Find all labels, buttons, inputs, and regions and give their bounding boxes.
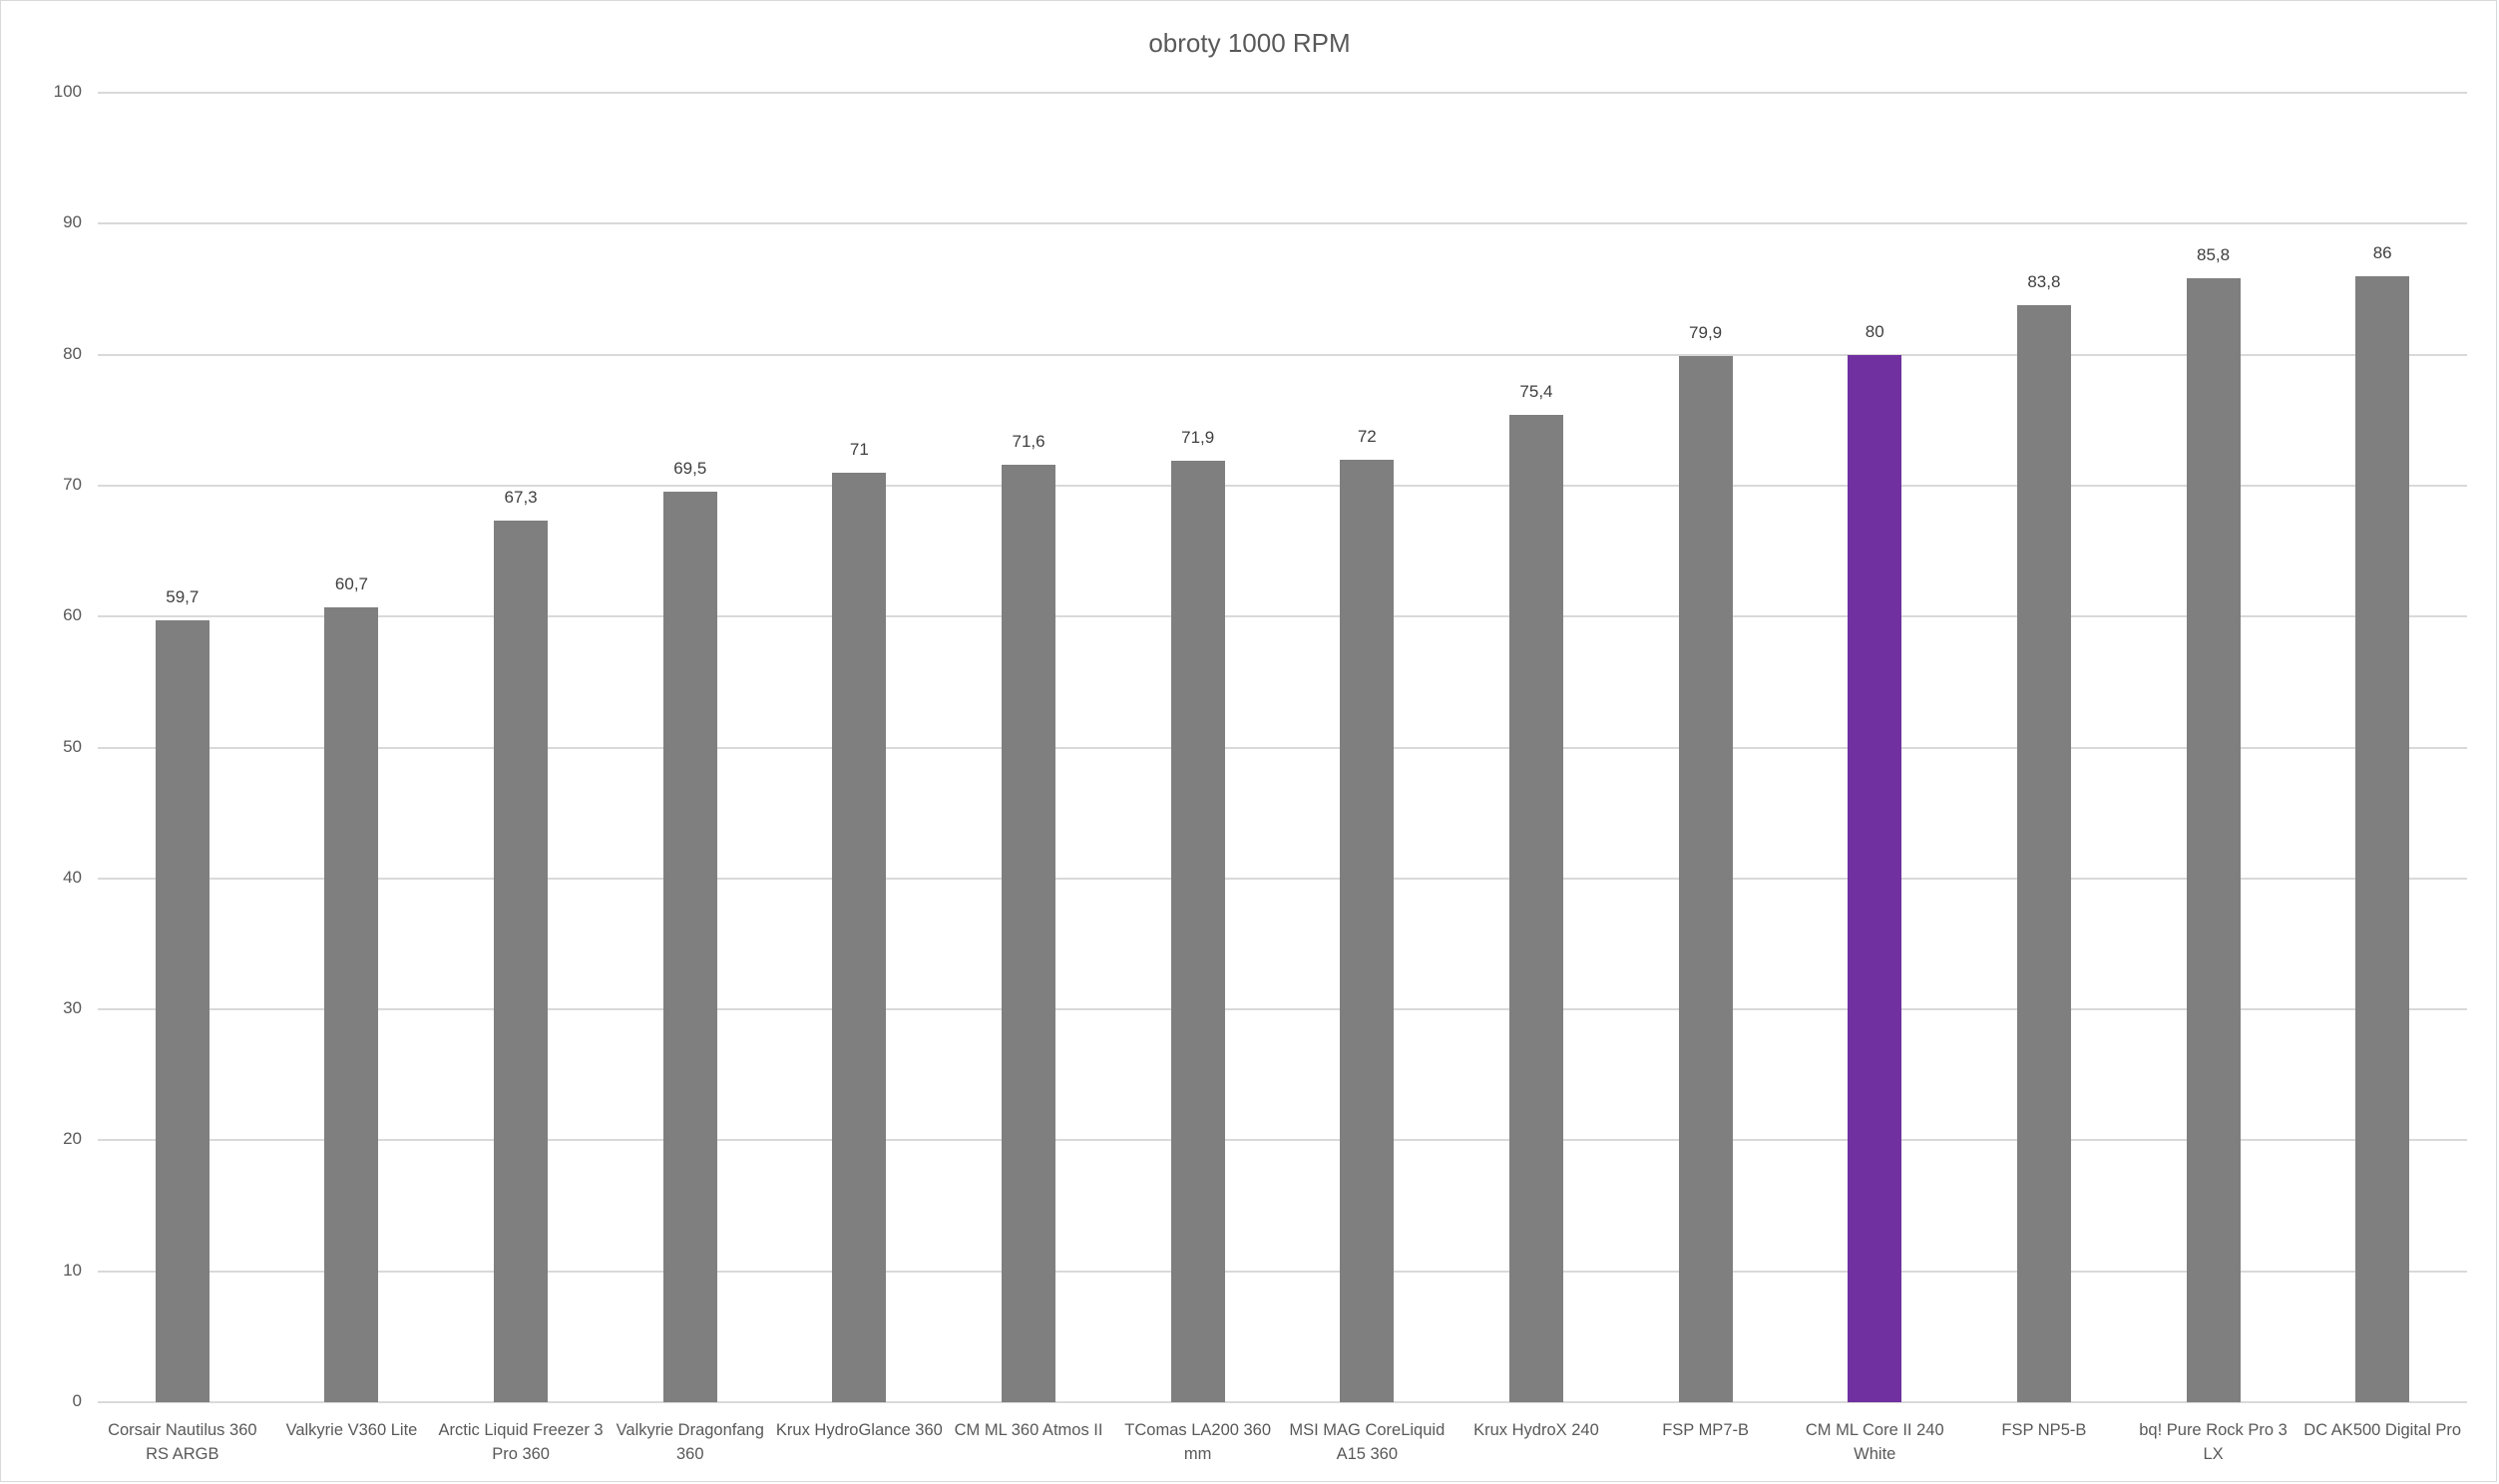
- y-tick-label: 20: [63, 1129, 82, 1149]
- bar-highlighted: [1848, 354, 1902, 1402]
- x-tick-label: bq! Pure Rock Pro 3 LX: [2139, 1421, 2288, 1463]
- x-tick-label: CM ML Core II 240 White: [1805, 1421, 1944, 1463]
- bar: [494, 521, 549, 1402]
- data-label: 72: [1357, 426, 1377, 446]
- data-label: 83,8: [2027, 271, 2061, 291]
- x-tick-label: Valkyrie Dragonfang 360: [616, 1421, 764, 1463]
- data-label: 60,7: [334, 574, 368, 593]
- y-tick-label: 30: [63, 998, 82, 1018]
- bar: [662, 492, 717, 1402]
- data-label: 67,3: [504, 488, 538, 508]
- gridline: [98, 1008, 2467, 1011]
- data-label: 71: [849, 439, 869, 459]
- gridline: [98, 1139, 2467, 1142]
- y-tick-label: 10: [63, 1260, 82, 1280]
- y-tick-label: 50: [63, 736, 82, 756]
- x-tick-label: TComas LA200 360 mm: [1124, 1421, 1272, 1463]
- x-tick-label: Valkyrie V360 Lite: [285, 1421, 418, 1439]
- bar: [1508, 415, 1563, 1402]
- gridline: [98, 353, 2467, 356]
- x-tick-label: DC AK500 Digital Pro: [2303, 1421, 2462, 1439]
- x-tick-label: Krux HydroX 240: [1473, 1421, 1599, 1439]
- bar: [832, 472, 887, 1402]
- gridline: [98, 222, 2467, 225]
- data-label: 86: [2372, 242, 2392, 262]
- y-tick-label: 60: [63, 605, 82, 625]
- y-tick-label: 40: [63, 867, 82, 887]
- plot-area: 0 10 20 30 40 50 60 70 80 90 100 59,7 60,7 67,3 69,5 71…: [54, 82, 2467, 1410]
- bar: [1002, 464, 1056, 1402]
- bar: [1678, 355, 1733, 1402]
- x-tick-label: FSP MP7-B: [1662, 1421, 1749, 1439]
- bar: [155, 620, 209, 1402]
- bar: [1340, 459, 1395, 1402]
- x-tick-label: Krux HydroGlance 360: [775, 1421, 943, 1439]
- x-tick-label: CM ML 360 Atmos II: [954, 1421, 1103, 1439]
- y-tick-label: 90: [63, 212, 82, 232]
- bar: [1170, 460, 1225, 1402]
- data-label: 75,4: [1519, 381, 1553, 401]
- gridline: [98, 484, 2467, 487]
- y-tick-label: 70: [63, 474, 82, 494]
- data-label: 71,9: [1181, 427, 1215, 447]
- gridline: [98, 92, 2467, 94]
- gridline: [98, 1401, 2467, 1403]
- chart-title: obroty 1000 RPM: [1148, 28, 1351, 58]
- gridline: [98, 615, 2467, 618]
- x-tick-label: FSP NP5-B: [2001, 1421, 2087, 1439]
- bar: [2016, 304, 2071, 1402]
- x-tick-label: Corsair Nautilus 360 RS ARGB: [108, 1421, 257, 1463]
- data-label: 85,8: [2196, 245, 2231, 265]
- x-tick-label: MSI MAG CoreLiquid A15 360: [1289, 1421, 1446, 1463]
- x-tick-label: Arctic Liquid Freezer 3 Pro 360: [438, 1421, 604, 1463]
- bar: [2186, 278, 2241, 1402]
- data-label: 71,6: [1012, 431, 1045, 451]
- data-label: 79,9: [1689, 322, 1723, 342]
- y-tick-label: 100: [53, 82, 82, 101]
- gridline: [98, 877, 2467, 880]
- bar: [324, 607, 379, 1402]
- bar: [2355, 275, 2410, 1402]
- gridline: [98, 1270, 2467, 1273]
- data-label: 59,7: [166, 587, 200, 607]
- data-label: 69,5: [673, 459, 707, 479]
- gridline: [98, 746, 2467, 749]
- data-label: 80: [1865, 321, 1884, 341]
- y-tick-label: 0: [72, 1391, 82, 1410]
- y-tick-label: 80: [63, 343, 82, 363]
